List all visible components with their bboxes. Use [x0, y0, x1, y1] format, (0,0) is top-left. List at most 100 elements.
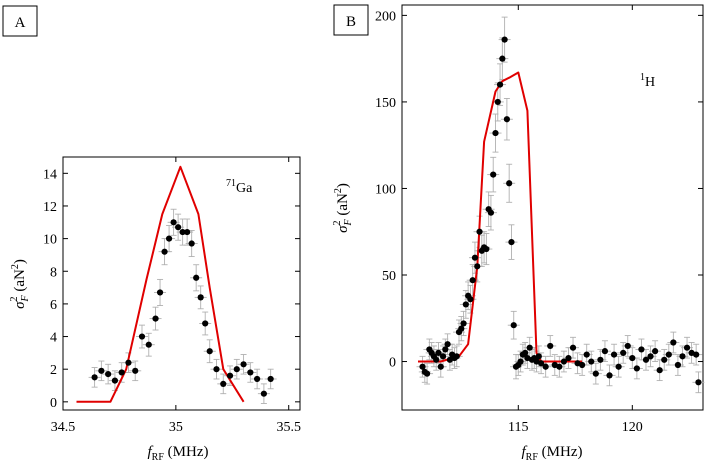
a-data-point	[118, 369, 125, 376]
b-data-point	[683, 344, 691, 351]
b-data-point	[437, 363, 444, 370]
b-data-point	[642, 356, 650, 363]
b-data-point	[560, 358, 568, 365]
b-data-point	[638, 346, 645, 353]
b-data-point	[508, 239, 515, 246]
panel-b-error-bars	[416, 16, 705, 394]
panel-b-x-axis-title: fRF (MHz)	[522, 444, 583, 463]
a-data-point	[202, 320, 209, 327]
panel-a-label: A	[15, 15, 26, 31]
b-data-point	[483, 245, 490, 253]
a-data-point	[240, 361, 247, 368]
b-x-tick-label: 115	[508, 420, 528, 435]
b-data-point	[439, 353, 447, 360]
b-y-tick-label: 150	[375, 96, 396, 111]
b-data-point	[556, 363, 563, 370]
a-data-point	[98, 367, 105, 374]
b-data-point	[597, 356, 604, 363]
b-data-point	[423, 370, 431, 377]
panel-a-model-curve	[76, 165, 245, 403]
panel-b-isotope-mass: 1	[640, 72, 645, 83]
b-data-point	[476, 228, 483, 235]
b-data-point	[656, 367, 663, 374]
b-data-point	[462, 301, 469, 308]
a-x-tick-label: 34.5	[51, 420, 76, 435]
b-data-point	[569, 344, 577, 351]
a-y-tick-label: 8	[50, 265, 57, 280]
panel-b-x-axis: 115 120	[508, 5, 643, 435]
panel-a-x-axis: 34.5 35 35.5	[51, 157, 301, 435]
b-data-point	[453, 353, 460, 360]
b-data-point	[629, 354, 636, 362]
b-data-point	[620, 349, 627, 356]
b-data-point	[517, 358, 524, 365]
panel-a-y-axis: 0 2 4 6 8 10 12 14	[43, 167, 300, 411]
a-data-point	[105, 370, 112, 378]
a-data-point	[91, 374, 98, 381]
b-data-point	[670, 339, 677, 346]
b-data-point	[433, 356, 440, 363]
a-data-point	[132, 367, 139, 374]
panel-b-isotope-label: 1H	[640, 72, 655, 90]
b-data-point	[435, 349, 442, 356]
b-data-point	[674, 361, 682, 369]
a-x-tick-label: 35	[169, 420, 183, 435]
panel-b-label: B	[346, 14, 356, 30]
a-data-point	[165, 235, 173, 242]
panel-a-plot-area	[62, 156, 301, 411]
b-data-point	[522, 349, 529, 356]
b-data-point	[695, 379, 702, 386]
a-y-tick-label: 6	[50, 298, 57, 313]
a-data-point	[254, 375, 261, 383]
b-data-point	[494, 98, 501, 106]
b-data-point	[583, 351, 590, 358]
b-data-point	[471, 254, 479, 261]
a-x-tick-label: 35.5	[276, 420, 301, 435]
a-data-point	[247, 369, 254, 376]
b-data-point	[458, 325, 465, 332]
b-data-point	[547, 342, 554, 350]
b-data-point	[679, 353, 686, 360]
b-data-point	[624, 342, 631, 350]
b-data-point	[647, 353, 654, 360]
b-data-point	[499, 55, 506, 62]
panel-b-y-axis: 0 50 100 150 200	[375, 9, 703, 371]
panel-a-y-axis-title: σ2F (aN2)	[9, 259, 31, 309]
panel-b-isotope-symbol: H	[645, 75, 655, 90]
b-data-point	[633, 365, 640, 372]
a-y-tick-label: 12	[43, 200, 57, 215]
b-data-point	[610, 351, 618, 358]
a-data-point	[184, 228, 191, 236]
b-data-point	[606, 372, 613, 379]
a-y-tick-label: 4	[50, 331, 57, 346]
b-data-point	[501, 36, 508, 43]
b-data-point	[661, 356, 668, 363]
b-data-point	[444, 341, 451, 348]
panel-a-label-box	[2, 5, 38, 37]
b-data-point	[652, 348, 659, 355]
b-data-point	[526, 344, 533, 351]
b-data-point	[419, 363, 426, 370]
panel-a-data-points	[91, 219, 274, 397]
a-data-point	[206, 348, 213, 355]
b-y-tick-label: 0	[389, 356, 396, 371]
a-data-point	[170, 219, 177, 226]
panel-b-y-axis-title: σ2F (aN2)	[332, 183, 354, 233]
b-data-point	[503, 116, 510, 123]
b-data-point	[665, 351, 672, 358]
a-data-point	[193, 274, 200, 281]
b-data-point	[487, 209, 495, 216]
b-x-tick-label: 120	[622, 420, 643, 435]
b-data-point	[510, 322, 517, 329]
panel-a-x-axis-title: fRF (MHz)	[148, 444, 209, 463]
a-data-point	[213, 366, 220, 373]
a-data-point	[226, 372, 234, 379]
a-data-point	[220, 380, 227, 387]
b-y-tick-label: 100	[375, 182, 396, 197]
b-data-point	[535, 353, 542, 360]
panel-b-label-box	[333, 4, 369, 36]
a-data-point	[111, 377, 119, 384]
a-data-point	[179, 228, 186, 236]
a-y-tick-label: 0	[50, 396, 57, 411]
